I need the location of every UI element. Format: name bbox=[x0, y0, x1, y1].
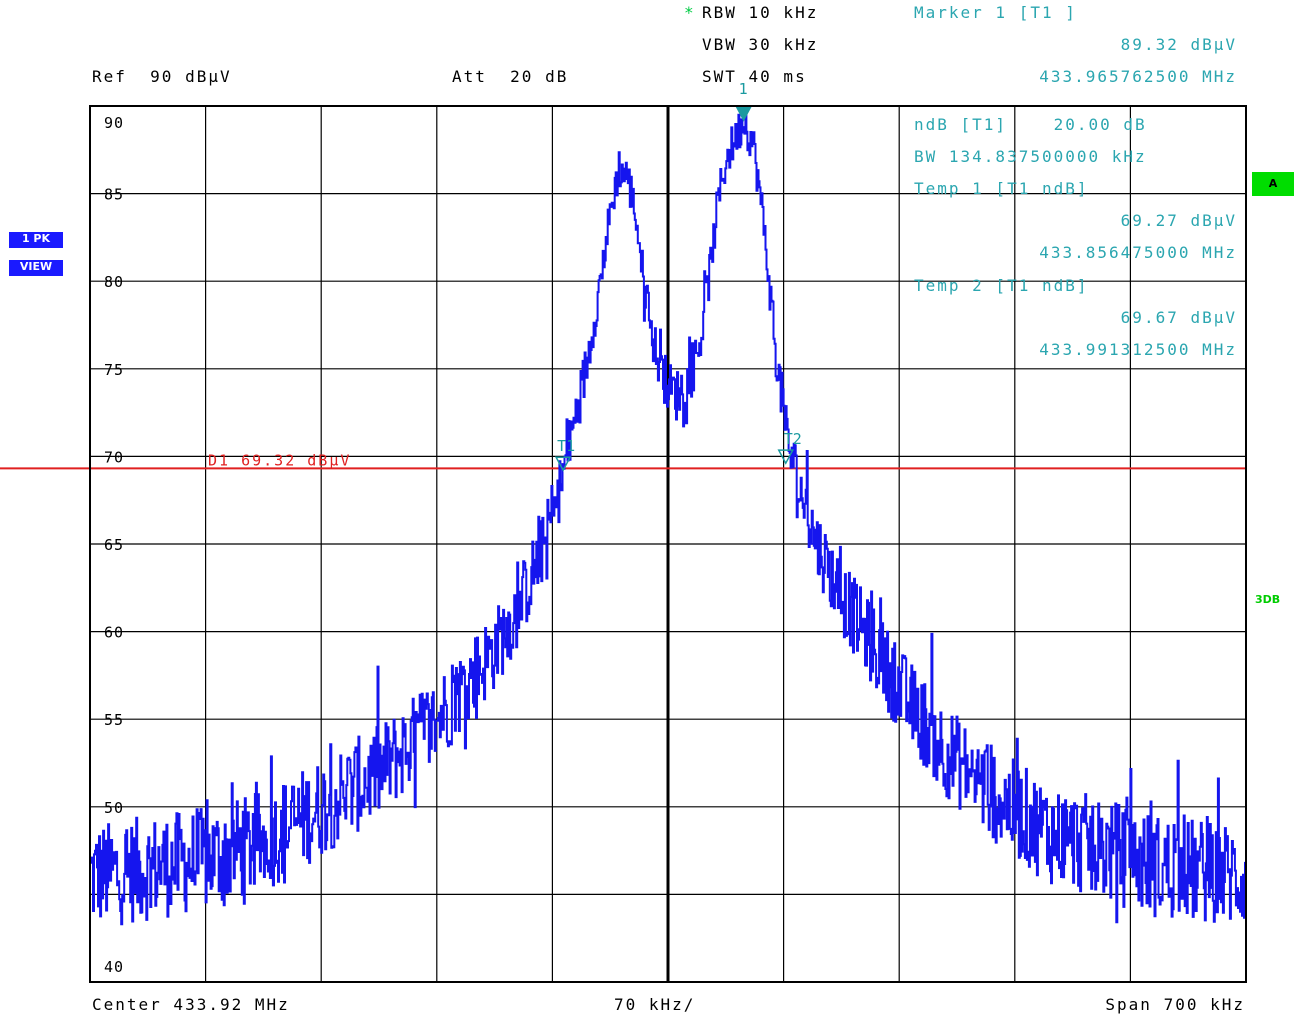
trace-1 bbox=[90, 113, 1247, 926]
bandwidth-line: BW 134.837500000 kHz bbox=[914, 147, 1147, 166]
marker-title: Marker 1 [T1 ] bbox=[914, 3, 1077, 22]
marker-frequency: 433.965762500 MHz bbox=[1039, 67, 1237, 86]
marker-t2-symbol bbox=[777, 449, 795, 465]
trace-mode-badge: 1 PK bbox=[9, 232, 63, 248]
marker-1-label: 1 bbox=[739, 80, 748, 98]
y-tick-label: 85 bbox=[104, 186, 124, 204]
trace-view-badge: VIEW bbox=[9, 260, 63, 276]
rbw-readout: RBW 10 kHz bbox=[702, 3, 819, 22]
temp1-level: 69.27 dBµV bbox=[1120, 211, 1237, 230]
marker-t2-label: T2 bbox=[784, 430, 802, 448]
y-tick-label: 55 bbox=[104, 711, 124, 729]
vbw-readout: VBW 30 kHz bbox=[702, 35, 819, 54]
y-tick-label: 50 bbox=[104, 799, 124, 817]
center-frequency: Center 433.92 MHz bbox=[92, 995, 290, 1014]
rbw-star: * bbox=[684, 3, 696, 22]
3db-label: 3DB bbox=[1255, 593, 1281, 606]
temp1-frequency: 433.856475000 MHz bbox=[1039, 243, 1237, 262]
marker-t1-symbol bbox=[554, 456, 572, 472]
display-line-label: D1 69.32 dBµV bbox=[208, 451, 351, 469]
span-readout: Span 700 kHz bbox=[1105, 995, 1245, 1014]
markers: 1 T1 T2 bbox=[554, 80, 802, 472]
temp2-frequency: 433.991312500 MHz bbox=[1039, 340, 1237, 359]
y-tick-label: 65 bbox=[104, 536, 124, 554]
y-tick-label: 80 bbox=[104, 273, 124, 291]
temp1-title: Temp 1 [T1 ndB] bbox=[914, 179, 1089, 198]
temp2-level: 69.67 dBµV bbox=[1120, 308, 1237, 327]
temp2-title: Temp 2 [T1 ndB] bbox=[914, 276, 1089, 295]
division-scale: 70 kHz/ bbox=[614, 995, 696, 1014]
plot-frame bbox=[89, 105, 1247, 983]
swt-readout: SWT 40 ms bbox=[702, 67, 807, 86]
y-tick-label: 60 bbox=[104, 624, 124, 642]
y-tick-label: 75 bbox=[104, 361, 124, 379]
y-tick-label: 70 bbox=[104, 448, 124, 466]
y-tick-label: 40 bbox=[104, 958, 124, 976]
ref-level: Ref 90 dBµV bbox=[92, 67, 232, 86]
marker-level: 89.32 dBµV bbox=[1120, 35, 1237, 54]
y-tick-label: 90 bbox=[104, 114, 124, 132]
grid bbox=[90, 106, 1246, 982]
y-tick-labels: 90 85 80 75 70 65 60 55 50 40 bbox=[104, 114, 124, 976]
attenuation: Att 20 dB bbox=[452, 67, 569, 86]
ndb-line: ndB [T1] 20.00 dB bbox=[914, 115, 1147, 134]
screen-a-badge: A bbox=[1252, 172, 1294, 196]
marker-t1-label: T1 bbox=[557, 437, 575, 455]
